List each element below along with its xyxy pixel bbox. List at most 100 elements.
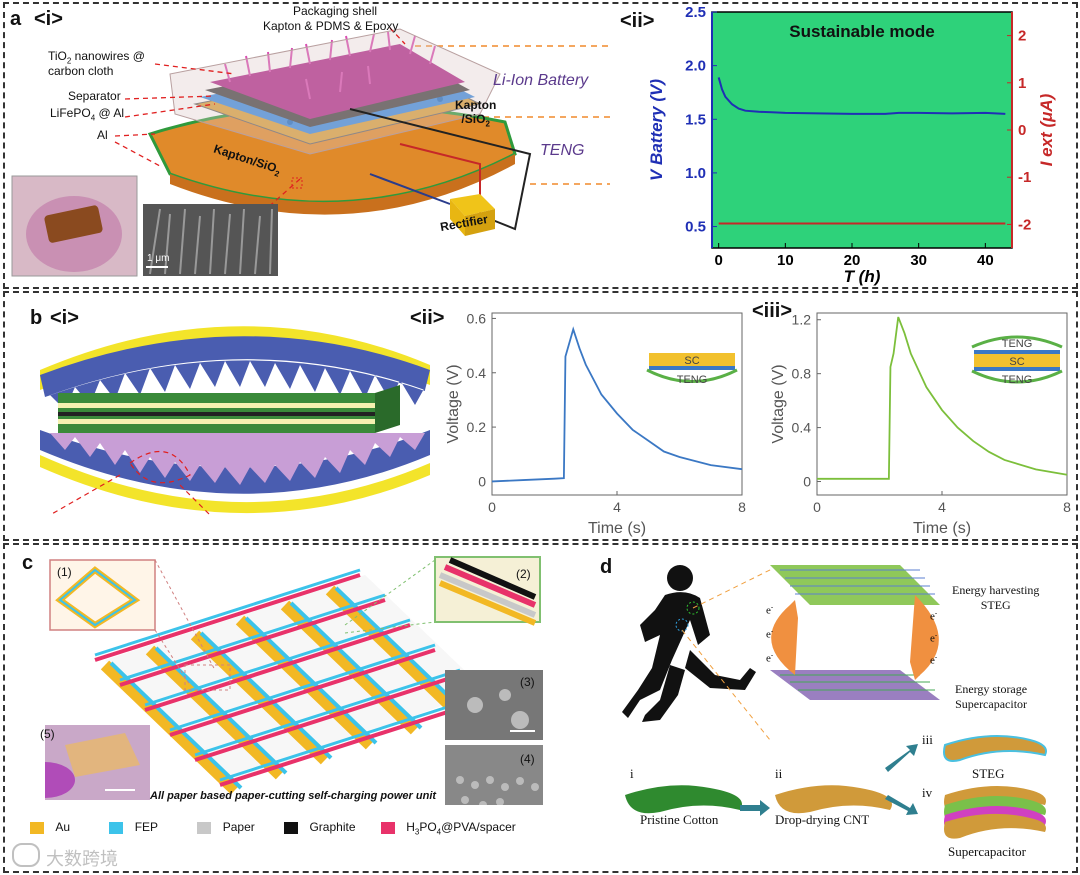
legend-graphite-label: Graphite xyxy=(309,820,356,834)
chart-b-iii: 0 4 8 0 0.4 0.8 1.2 Time (s) Voltage (V) TENG SC TE… xyxy=(770,312,1071,537)
panel-b-sub-iii: <iii> xyxy=(752,300,793,322)
inset-teng-top-arc xyxy=(971,335,1063,349)
x-tick-label: 8 xyxy=(738,499,746,515)
kapton-sio2-right-label: Kapton/SiO2 xyxy=(455,98,497,129)
y-tick-label: 0.4 xyxy=(467,365,487,381)
step-i-label: i xyxy=(630,766,634,781)
y-tick-label: 1.2 xyxy=(792,312,812,328)
drop-drying-label: Drop-drying CNT xyxy=(775,812,870,827)
lifepo4-label: LiFePO4 @ Al xyxy=(50,106,124,123)
inset-teng-bottom-arc xyxy=(971,369,1063,384)
panel-a-sub-ii: <ii> xyxy=(620,10,655,32)
panel-b-sub-ii: <ii> xyxy=(410,307,445,329)
inset-1-label: (1) xyxy=(57,565,72,579)
electron-label-3: e- xyxy=(766,651,774,665)
y-left-axis-label: V Battery (V) xyxy=(647,79,666,181)
x-axis-label: Time (s) xyxy=(588,520,646,537)
legend-spacer-label: H3PO4@PVA/spacer xyxy=(406,820,516,837)
pristine-cotton-label: Pristine Cotton xyxy=(640,812,719,827)
sem-scale-bar: 1 μm xyxy=(147,253,170,264)
y-left-tick-label: 2.5 xyxy=(685,4,706,21)
x-tick-label: 30 xyxy=(910,252,927,269)
y-tick-label: 0.8 xyxy=(792,366,812,382)
legend-spacer-swatch xyxy=(380,821,395,834)
x-tick-label: 20 xyxy=(844,252,861,269)
electron-label-4: e- xyxy=(930,609,938,623)
y-tick-label: 0.6 xyxy=(467,310,487,326)
electron-label-6: e- xyxy=(930,653,938,667)
al-label: Al xyxy=(97,128,108,142)
panel-b-label: b xyxy=(30,307,43,329)
inset-sc-layer xyxy=(649,353,735,366)
inset-separator xyxy=(649,366,735,370)
inset-teng-bottom-label: TENG xyxy=(1002,374,1033,386)
inset-teng-top-label: TENG xyxy=(1002,338,1033,350)
x-tick-label: 0 xyxy=(488,499,496,515)
x-axis-label: Time (s) xyxy=(913,520,971,537)
panel-c xyxy=(3,543,1078,873)
battery-teng-schematic xyxy=(11,27,610,277)
y-left-tick-label: 0.5 xyxy=(685,219,706,236)
paper-grid-schematic xyxy=(45,556,543,805)
legend-graphite-swatch xyxy=(284,821,299,834)
x-axis-label: T (h) xyxy=(844,267,881,286)
panel-a xyxy=(3,2,1078,289)
y-tick-label: 0.2 xyxy=(467,419,487,435)
energy-harvesting-label: Energy harvesting STEG xyxy=(952,583,1040,612)
panel-b xyxy=(3,291,1078,541)
sandwich-teng-schematic xyxy=(40,326,430,516)
y-right-tick-label: 1 xyxy=(1018,75,1026,92)
x-tick-label: 0 xyxy=(714,252,722,269)
x-tick-label: 0 xyxy=(813,499,821,515)
x-tick-label: 40 xyxy=(977,252,994,269)
series-v-battery-line xyxy=(717,77,1006,115)
y-right-tick-label: 0 xyxy=(1018,122,1026,139)
inset-sc-label: SC xyxy=(1009,356,1024,368)
y-right-tick-label: 2 xyxy=(1018,28,1026,45)
y-right-tick-label: -2 xyxy=(1018,216,1031,233)
y-right-tick-label: -1 xyxy=(1018,169,1031,186)
electron-label-1: e- xyxy=(766,603,774,617)
energy-storage-label: Energy storage Supercapacitor xyxy=(955,682,1028,711)
inset-separator-bottom xyxy=(974,367,1060,371)
chart-title: Sustainable mode xyxy=(789,22,934,41)
chart-b-ii: 0 4 8 0 0.2 0.4 0.6 Time (s) Voltage (V) SC TENG xyxy=(445,310,746,537)
x-tick-label: 8 xyxy=(1063,499,1071,515)
legend-paper-label: Paper xyxy=(222,820,255,834)
panel-b-sub-i: <i> xyxy=(50,307,79,329)
panel-a-label: a xyxy=(10,8,22,30)
plot-area xyxy=(711,11,1013,249)
inset-4-label: (4) xyxy=(520,752,535,766)
inset-teng-label: TENG xyxy=(677,374,708,386)
carbon-cloth-label: carbon cloth xyxy=(48,64,114,78)
step-iv-label: iv xyxy=(922,785,933,800)
plot-area xyxy=(816,312,1068,496)
x-tick-label: 4 xyxy=(938,499,946,515)
electron-label-5: e- xyxy=(930,631,938,645)
panel-c-label: c xyxy=(22,552,34,574)
electron-label-2: e- xyxy=(766,627,774,641)
inset-sc-layer xyxy=(974,354,1060,367)
inset-5-label: (5) xyxy=(40,727,55,741)
y-axis-label: Voltage (V) xyxy=(770,364,787,443)
inset-sc-label: SC xyxy=(684,355,699,367)
y-axis-label: Voltage (V) xyxy=(445,364,462,443)
legend-fep-swatch xyxy=(109,821,124,834)
y-left-tick-label: 1.5 xyxy=(685,111,706,128)
plot-area xyxy=(491,312,743,496)
x-tick-label: 10 xyxy=(777,252,794,269)
teng-label-a: TENG xyxy=(540,142,585,159)
watermark: 大数跨境 xyxy=(46,849,118,870)
y-tick-label: 0 xyxy=(803,474,811,490)
supercapacitor-label: Supercapacitor xyxy=(948,844,1026,859)
panel-c-legend: Au FEP Paper Graphite H3PO4@PVA/spacer xyxy=(30,820,516,836)
cotton-device-schematic xyxy=(622,564,1047,839)
inset-separator-top xyxy=(974,350,1060,354)
inset-teng-arc xyxy=(646,368,738,383)
step-iii-label: iii xyxy=(922,732,933,747)
panel-a-sub-i: <i> xyxy=(34,8,63,30)
y-right-axis-label: I ext (μA) xyxy=(1037,93,1056,166)
legend-paper-swatch xyxy=(197,821,212,834)
packaging-material-label: Kapton & PDMS & Epoxy xyxy=(263,19,399,33)
